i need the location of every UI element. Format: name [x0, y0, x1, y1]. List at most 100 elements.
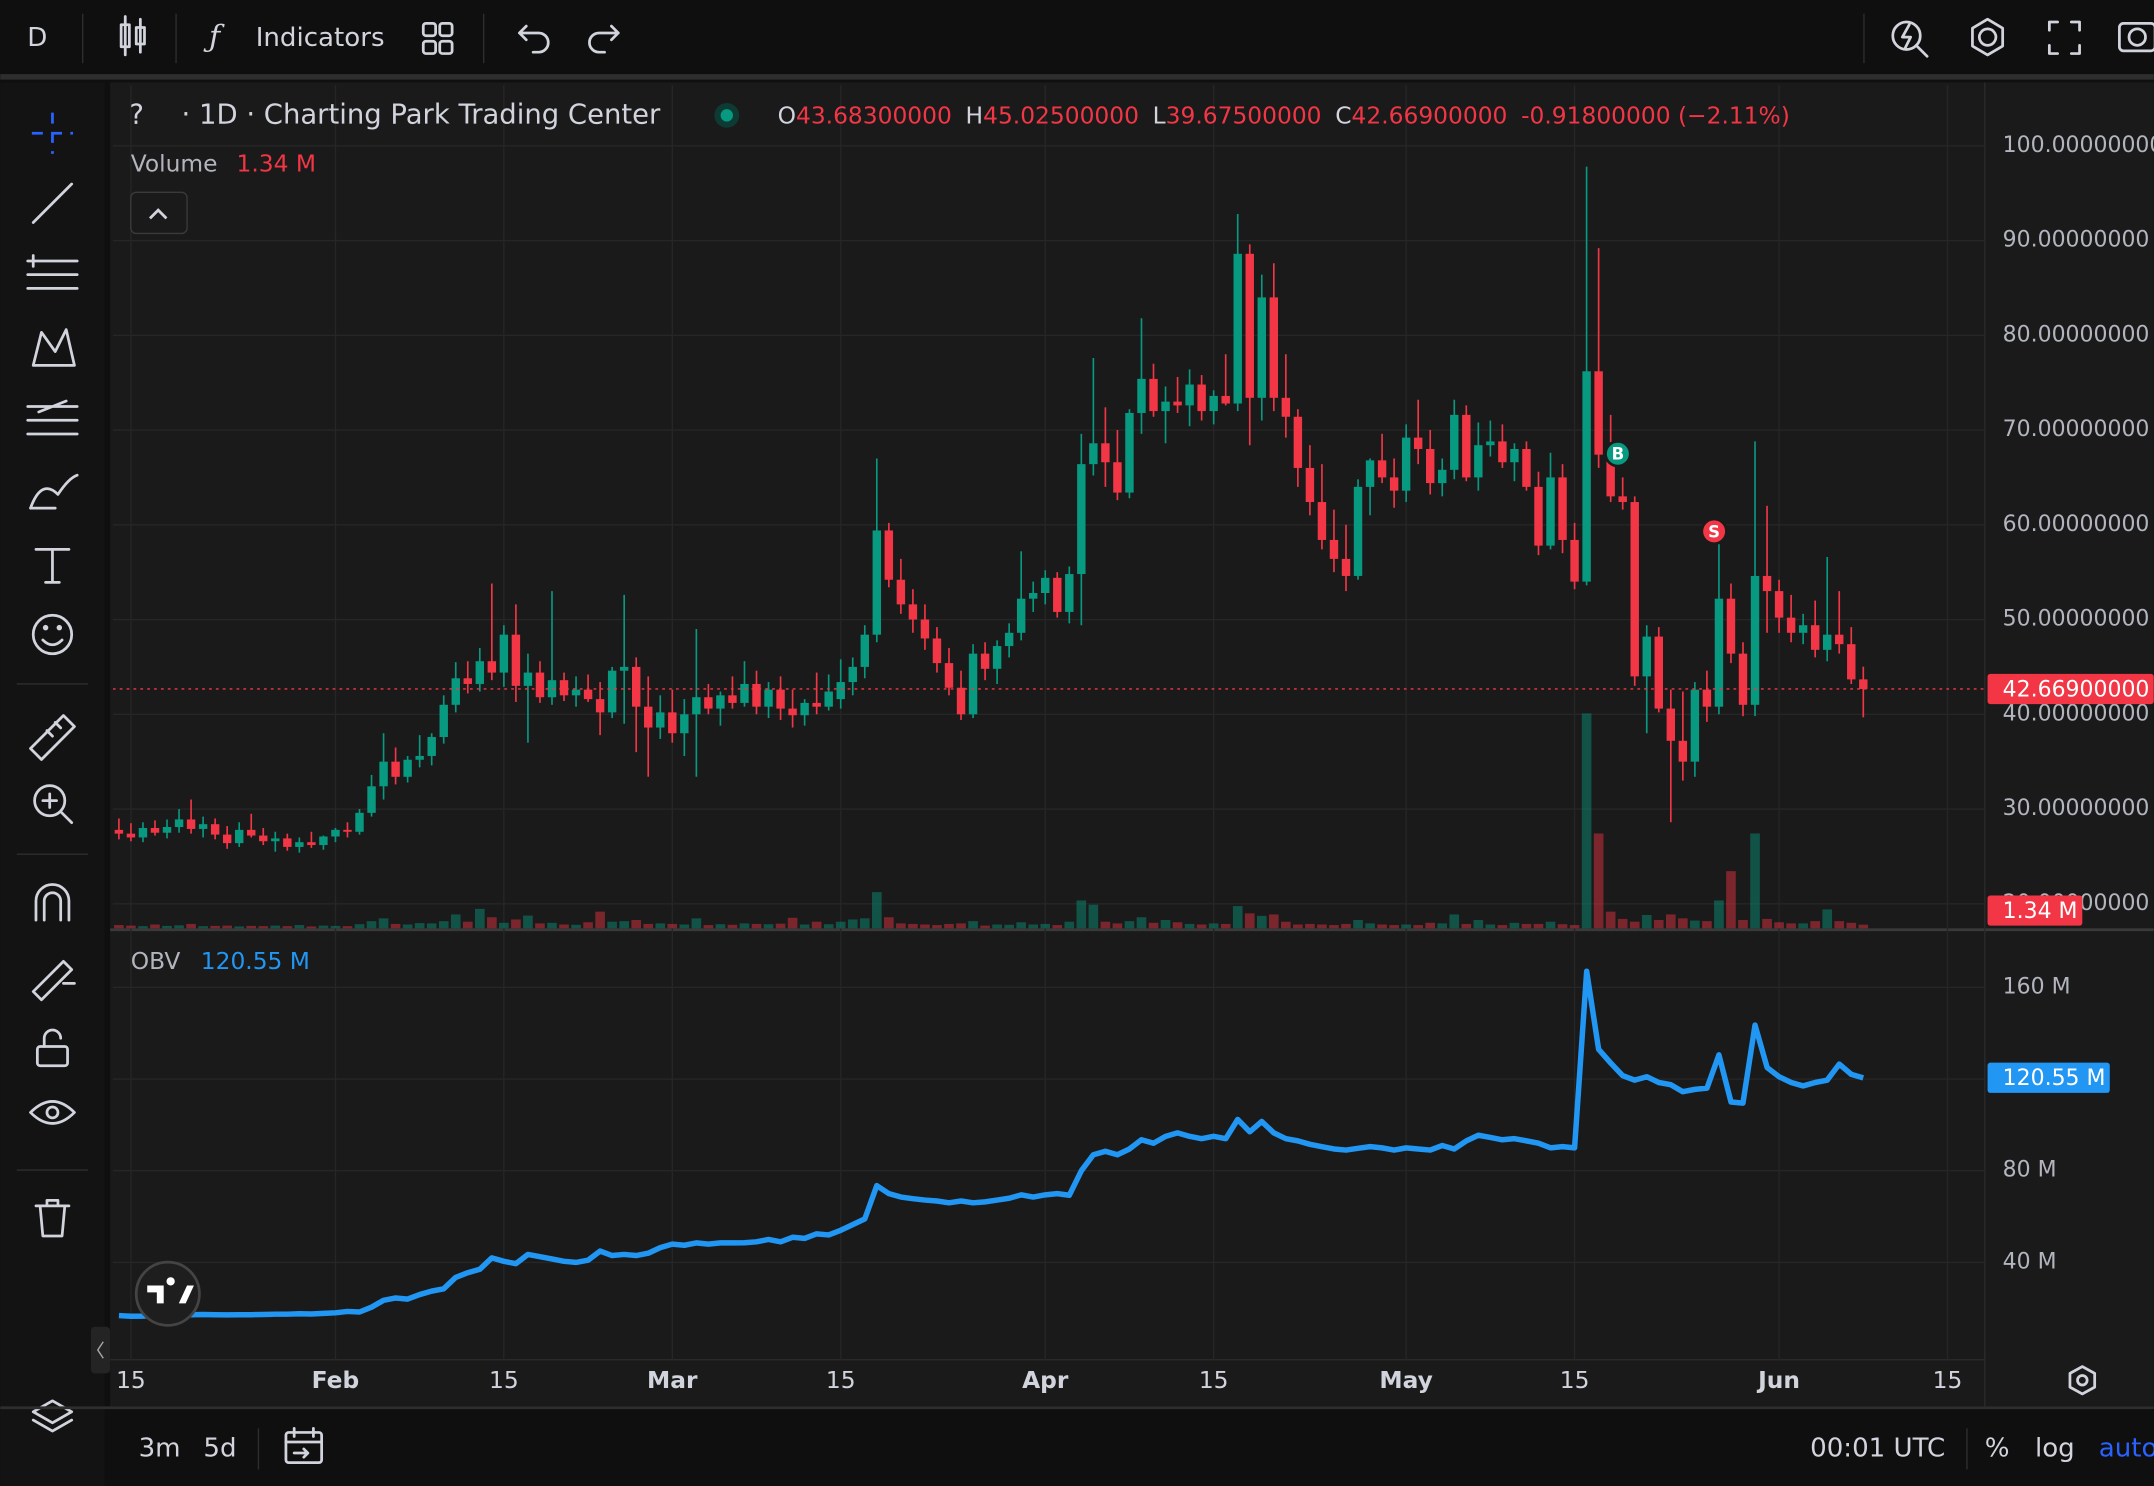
- log-toggle[interactable]: log: [2035, 1433, 2075, 1463]
- volume-bar: [1196, 924, 1207, 929]
- undo-button[interactable]: [518, 24, 550, 54]
- fib-tool[interactable]: [26, 254, 79, 290]
- volume-bar: [1497, 925, 1508, 929]
- candle-body: [355, 812, 364, 832]
- candle-body: [1546, 477, 1555, 546]
- candle-body: [1774, 591, 1784, 618]
- candle-body: [427, 737, 436, 756]
- candle-body: [523, 672, 533, 686]
- candle-body: [944, 663, 954, 688]
- volume-bar: [547, 922, 557, 929]
- volume-bar: [162, 925, 172, 929]
- brush-tool[interactable]: [29, 473, 79, 510]
- volume-bar: [523, 915, 533, 929]
- timezone-button[interactable]: 00:01 UTC: [1810, 1433, 1945, 1463]
- alert-button[interactable]: [1891, 20, 1929, 58]
- emoji-tool[interactable]: [31, 613, 74, 656]
- candle-body: [198, 824, 208, 829]
- go-to-date-button[interactable]: [284, 1426, 324, 1465]
- candle-body: [1847, 644, 1856, 680]
- crosshair-tool[interactable]: [31, 112, 74, 154]
- x-tick-label: 15: [826, 1366, 856, 1394]
- volume-bar: [956, 923, 966, 929]
- chart-type-button[interactable]: [119, 15, 146, 57]
- text-tool[interactable]: [34, 547, 71, 584]
- volume-bar: [847, 919, 858, 929]
- candle-body: [1065, 574, 1074, 612]
- candle-body: [800, 702, 809, 716]
- x-tick-label: Feb: [312, 1366, 360, 1394]
- fullscreen-button[interactable]: [2047, 20, 2081, 55]
- candle-body: [1028, 592, 1038, 599]
- candle-body: [583, 689, 593, 700]
- visibility-tool[interactable]: [29, 1100, 76, 1125]
- candle-body: [150, 827, 160, 833]
- volume-bar: [896, 923, 906, 929]
- candle-body: [1149, 378, 1158, 412]
- volume-bar: [366, 921, 377, 929]
- candle-body: [1666, 708, 1676, 741]
- candle-body: [1474, 445, 1483, 478]
- range-button[interactable]: 3m: [139, 1433, 181, 1463]
- volume-bar: [727, 924, 738, 929]
- interval-button[interactable]: D: [27, 23, 47, 53]
- range-button[interactable]: 5d: [203, 1433, 236, 1463]
- volume-bar: [1064, 921, 1075, 929]
- volume-bar: [1617, 918, 1628, 929]
- candle-body: [1161, 401, 1170, 412]
- x-tick-label: 15: [1933, 1366, 1963, 1394]
- candle-body: [1498, 441, 1507, 463]
- candle-body: [631, 666, 641, 707]
- y-tick-label: 70.00000000: [2003, 417, 2150, 442]
- volume-bar: [1485, 924, 1496, 929]
- settings-button[interactable]: [1971, 17, 2005, 57]
- percent-toggle[interactable]: %: [1985, 1433, 2010, 1463]
- axis-settings-button[interactable]: [2068, 1365, 2097, 1396]
- volume-bar: [294, 925, 305, 929]
- axes: 15Feb15Mar15Apr15May15Jun1520.0000000030…: [116, 133, 2154, 1394]
- layout-button[interactable]: [421, 21, 454, 55]
- candle-body: [138, 827, 148, 838]
- obv-badge-label: 120.55 M: [2003, 1066, 2106, 1091]
- ohlc-key: L: [1153, 101, 1166, 129]
- lock-tool[interactable]: [35, 1028, 69, 1068]
- volume-bar: [1750, 833, 1760, 929]
- auto-toggle[interactable]: auto: [2099, 1433, 2154, 1463]
- x-tick-label: 15: [1560, 1366, 1590, 1394]
- screenshot-button[interactable]: [2118, 21, 2154, 53]
- volume-bar: [1317, 924, 1327, 929]
- candle-body: [1750, 575, 1760, 705]
- pattern-tool[interactable]: [31, 328, 76, 367]
- ruler-tool[interactable]: [29, 714, 76, 761]
- volume-bar: [1365, 923, 1375, 929]
- obv-label: OBV: [131, 947, 181, 975]
- candle-body: [716, 695, 725, 709]
- candle-body: [860, 634, 869, 667]
- keep-drawing-tool[interactable]: [31, 959, 76, 1002]
- volume-bar: [1509, 922, 1520, 929]
- y-tick-label: 80.00000000: [2003, 322, 2150, 347]
- collapse-tab[interactable]: [90, 1326, 111, 1374]
- legend-toggle[interactable]: [130, 191, 188, 235]
- volume-bar: [739, 923, 750, 929]
- delete-tool[interactable]: [34, 1198, 71, 1238]
- trend-line-tool[interactable]: [31, 182, 74, 224]
- candle-body: [319, 836, 328, 846]
- candle-body: [463, 678, 472, 684]
- prediction-tool[interactable]: [26, 399, 79, 436]
- indicators-button[interactable]: Indicators: [256, 23, 385, 53]
- zoom-tool[interactable]: [33, 784, 74, 825]
- candle-body: [1510, 448, 1519, 463]
- ohlc-value: 43.68300000: [796, 101, 952, 129]
- volume-bar: [1256, 915, 1267, 929]
- volume-bar: [1184, 923, 1195, 929]
- redo-button[interactable]: [588, 24, 620, 54]
- x-tick-label: Apr: [1022, 1366, 1069, 1394]
- magnet-tool[interactable]: [34, 883, 71, 922]
- volume-bar: [631, 920, 642, 929]
- volume-bar: [1028, 924, 1039, 929]
- candle-body: [1714, 598, 1724, 707]
- volume-bar: [1629, 921, 1640, 929]
- candle-body: [475, 661, 485, 684]
- candle-body: [126, 833, 136, 838]
